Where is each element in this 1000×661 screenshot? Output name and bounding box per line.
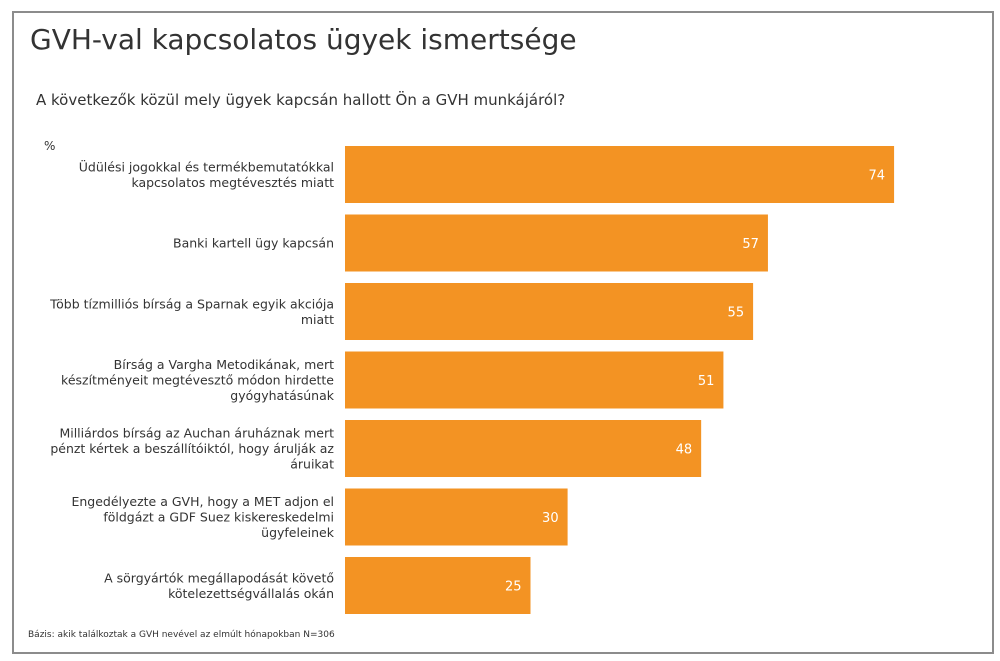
bar-5 [345,420,702,477]
survey-question: A következők közül mely ügyek kapcsán ha… [36,91,566,109]
category-label-line: Engedélyezte a GVH, hogy a MET adjon el [71,494,334,509]
value-label-1: 74 [869,169,886,184]
category-label-line: kapcsolatos megtévesztés miatt [131,175,334,190]
category-label-2: Banki kartell ügy kapcsán [173,236,334,251]
category-label-line: földgázt a GDF Suez kiskereskedelmi [103,510,334,525]
category-label-line: gyógyhatásúnak [230,388,334,403]
category-label-line: Bírság a Vargha Metodikának, mert [114,357,334,372]
category-label-line: Milliárdos bírság az Auchan áruháznak me… [59,426,334,441]
category-label-4: Bírság a Vargha Metodikának, mert készítm… [61,357,335,403]
category-label-line: készítményeit megtévesztő módon hirdette [61,373,334,388]
value-label-6: 30 [542,511,559,526]
chart-title: GVH-val kapcsolatos ügyek ismertsége [30,23,577,56]
value-label-2: 57 [742,237,759,252]
category-label-line: áruikat [290,457,334,472]
category-label-7: A sörgyártók megállapodását követő kötele… [104,570,334,601]
bar-chart: 74 Üdülési jogokkal és termékbemutatókkal… [49,146,895,614]
category-label-1: Üdülési jogokkal és termékbemutatókkal ka… [79,158,334,190]
footnote: Bázis: akik találkoztak a GVH nevével az… [28,630,335,640]
value-label-7: 25 [505,580,522,595]
bar-7 [345,557,531,614]
category-label-line: Több tízmilliós bírság a Sparnak egyik a… [49,296,334,311]
value-label-5: 48 [676,443,693,458]
unit-label: % [44,139,56,153]
bar-3 [345,283,754,340]
category-label-line: pénzt kértek a beszállítóiktól, hogy áru… [50,441,334,456]
category-label-3: Több tízmilliós bírság a Sparnak egyik a… [49,296,334,327]
category-label-line: kötelezettségvállalás okán [168,586,334,601]
category-label-line: Banki kartell ügy kapcsán [173,236,334,251]
category-label-line: miatt [301,312,334,327]
category-label-line: A sörgyártók megállapodását követő [104,570,334,585]
chart-frame: GVH-val kapcsolatos ügyek ismertsége A k… [12,11,994,654]
category-label-6: Engedélyezte a GVH, hogy a MET adjon el f… [71,494,334,540]
category-label-5: Milliárdos bírság az Auchan áruháznak me… [50,426,334,472]
bar-1 [345,146,895,203]
bar-6 [345,488,568,546]
value-label-3: 55 [728,306,745,321]
category-label-line: ügyfeleinek [261,525,335,540]
value-label-4: 51 [698,374,715,389]
bar-2 [345,214,768,272]
bar-4 [345,351,724,409]
category-label-line: Üdülési jogokkal és termékbemutatókkal [79,158,334,174]
